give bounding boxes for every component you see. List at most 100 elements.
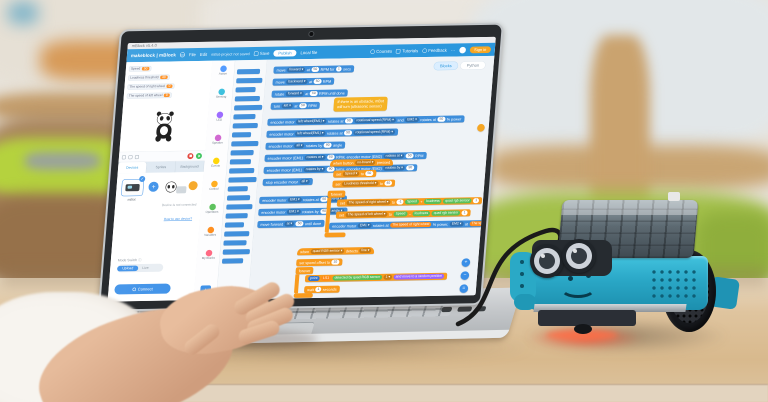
block-segment[interactable]: 1 ▾: [383, 274, 393, 280]
block-segment[interactable]: loudness: [412, 210, 431, 217]
palette-category-speaker[interactable]: Speaker: [206, 134, 230, 145]
code-tab-blocks[interactable]: Blocks: [433, 61, 459, 71]
palette-block[interactable]: [226, 204, 253, 210]
code-zoom-button[interactable]: +: [461, 258, 471, 267]
tab-background[interactable]: Background: [174, 160, 205, 173]
code-block[interactable]: when button on-board ▾ pressed: [329, 158, 394, 167]
code-block[interactable]: encoder motor all ▾ rotates by 90 angle: [265, 141, 346, 150]
code-block[interactable]: move backward ▾ at 50 RPM: [272, 77, 335, 86]
menu-edit[interactable]: Edit: [199, 51, 208, 57]
palette-category-led[interactable]: LED: [208, 111, 232, 122]
block-segment[interactable]: Speed ▾: [342, 171, 360, 177]
language-globe-icon[interactable]: [179, 52, 186, 58]
code-block[interactable]: move forward at ▾ 50 until done: [257, 219, 325, 228]
palette-block[interactable]: [230, 150, 254, 156]
block-segment[interactable]: Speed: [393, 211, 408, 217]
code-block[interactable]: set Loudness threshold ▾ to 40: [332, 179, 396, 188]
code-block[interactable]: rotate forward ▾ at 50 RPM until done: [271, 89, 349, 98]
palette-block[interactable]: [226, 195, 251, 201]
palette-block[interactable]: [222, 249, 251, 255]
floating-helper-icon[interactable]: [476, 123, 486, 132]
block-segment[interactable]: left wheel(EM1) ▾: [295, 130, 326, 137]
code-block[interactable]: set The speed of right wheel ▾ to -1 Speed + l…: [336, 197, 483, 207]
stage-small-icon[interactable]: [121, 155, 127, 160]
tab-devices[interactable]: Devices: [117, 161, 148, 174]
code-block[interactable]: set Speed ▾ to 50: [333, 169, 377, 178]
block-segment[interactable]: left ▾: [281, 103, 294, 109]
block-segment[interactable]: Speed: [404, 199, 420, 205]
palette-category-action[interactable]: Action: [211, 65, 235, 76]
block-segment[interactable]: EM1 ▾: [286, 209, 301, 215]
stage-monitor[interactable]: Loudness threshold 40: [127, 74, 170, 81]
block-segment[interactable]: 50: [309, 90, 318, 97]
palette-block[interactable]: [234, 95, 261, 102]
stage-monitor[interactable]: The speed of right wheel 0: [127, 83, 175, 90]
block-segment[interactable]: 50: [311, 66, 320, 73]
palette-category-operators[interactable]: Operators: [200, 203, 224, 215]
block-segment[interactable]: The speed of right wheel ▾: [346, 199, 391, 206]
block-segment[interactable]: 50: [344, 118, 354, 124]
block-segment[interactable]: 1: [315, 286, 322, 292]
block-segment[interactable]: EM2 ▾: [449, 221, 464, 227]
block-segment[interactable]: backward ▾: [286, 79, 308, 85]
code-block[interactable]: wait 1 seconds: [303, 285, 341, 294]
block-segment[interactable]: 10: [331, 259, 340, 265]
block-segment[interactable]: forward ▾: [287, 67, 306, 73]
connect-button[interactable]: Connect: [114, 283, 171, 295]
code-block[interactable]: set speed offset to 10: [296, 258, 343, 267]
go-button[interactable]: [195, 152, 203, 159]
block-segment[interactable]: all ▾: [294, 143, 305, 149]
block-segment[interactable]: 90: [323, 142, 332, 148]
block-segment[interactable]: forward ▾: [285, 91, 304, 97]
stage[interactable]: Speed 50 Loudness threshold 40 The speed of …: [119, 60, 213, 153]
palette-block[interactable]: [224, 222, 245, 228]
palette-block[interactable]: [233, 104, 263, 111]
code-tab-python[interactable]: Python: [459, 60, 486, 70]
block-segment[interactable]: Loudness threshold ▾: [341, 180, 379, 187]
code-area[interactable]: Blocks Python + − = If there is an obstacle,…: [248, 55, 495, 300]
palette-block[interactable]: [223, 240, 247, 246]
code-block[interactable]: move forward ▾ at 50 RPM for 1 secs: [273, 65, 355, 74]
block-segment[interactable]: quad rgb sensor: [442, 198, 472, 204]
block-segment[interactable]: rotational speed (RPM) ▾: [353, 129, 396, 136]
mode-live[interactable]: Live: [142, 266, 149, 270]
stage-fullscreen-icon[interactable]: [134, 154, 140, 159]
project-name[interactable]: mBot-project not saved: [211, 51, 250, 57]
code-zoom-button[interactable]: =: [459, 284, 469, 293]
block-segment[interactable]: The speed of left wheel ▾: [345, 211, 388, 218]
block-segment[interactable]: 50: [313, 78, 322, 84]
block-segment[interactable]: EM1 ▾: [287, 197, 302, 203]
save-button[interactable]: Save: [253, 51, 270, 56]
palette-block[interactable]: [233, 113, 256, 120]
code-block[interactable]: set The speed of left wheel ▾ to Speed − loud…: [335, 209, 471, 219]
block-segment[interactable]: quad rgb sensor: [431, 210, 461, 216]
code-block[interactable]: encoder motor EM1 ▾ rotates at The speed of…: [328, 219, 495, 230]
block-segment[interactable]: 1: [461, 210, 468, 216]
block-segment[interactable]: 50: [298, 103, 308, 109]
palette-block[interactable]: [235, 86, 256, 93]
palette-block[interactable]: [224, 231, 250, 237]
add-device-button[interactable]: +: [148, 181, 159, 192]
block-segment[interactable]: left wheel(EM1) ▾: [295, 118, 327, 125]
avatar[interactable]: [458, 46, 466, 54]
comment-note[interactable]: If there is an obstacle, mBot will turn (…: [333, 96, 388, 112]
code-block[interactable]: point LS1 detected by quad RGB sensor 1 ▾ an…: [304, 272, 448, 283]
block-segment[interactable]: 90: [406, 165, 415, 171]
menu-file[interactable]: File: [188, 52, 197, 58]
code-block[interactable]: [293, 293, 313, 298]
local-file-button[interactable]: Local file: [300, 49, 318, 56]
stop-button[interactable]: [187, 152, 194, 159]
palette-block[interactable]: [236, 68, 261, 75]
panda-sprite[interactable]: [151, 111, 176, 149]
block-segment[interactable]: loudness: [423, 198, 442, 205]
palette-category-events[interactable]: Events: [204, 157, 228, 168]
block-segment[interactable]: EM1 ▾: [357, 222, 372, 229]
code-block[interactable]: encoder motor left wheel(EM1) ▾ rotates at…: [267, 115, 465, 126]
stage-monitor[interactable]: The speed of left wheel 0: [126, 92, 172, 99]
block-segment[interactable]: rotates by ▾: [383, 165, 406, 171]
palette-block[interactable]: [228, 176, 257, 183]
block-segment[interactable]: 50: [365, 170, 374, 177]
code-block[interactable]: forever: [327, 190, 346, 198]
block-segment[interactable]: line ▾: [359, 247, 372, 254]
